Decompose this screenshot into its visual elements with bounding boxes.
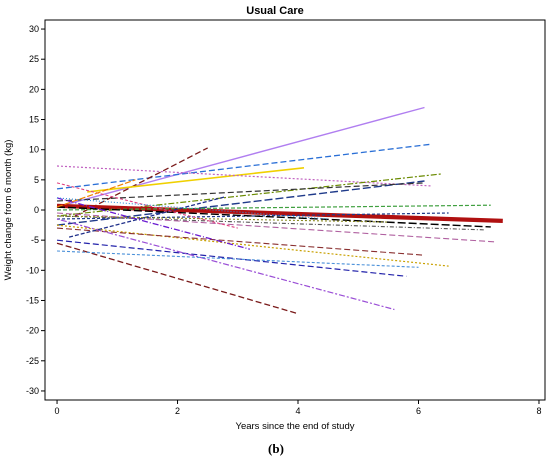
x-tick-label: 8	[536, 406, 541, 416]
series-line-8	[56, 182, 425, 202]
series-line-18	[56, 218, 395, 311]
series-line-25	[56, 215, 389, 223]
figure-caption: (b)	[268, 441, 284, 456]
y-tick-label: 25	[29, 54, 39, 64]
series-line-23	[56, 182, 238, 229]
series-line-4	[87, 167, 305, 193]
x-tick-label: 4	[296, 406, 301, 416]
x-tick-label: 2	[175, 406, 180, 416]
series-layer	[56, 106, 503, 315]
y-tick-label: 30	[29, 24, 39, 34]
series-line-21	[56, 197, 250, 250]
series-line-20	[56, 250, 419, 268]
series-line-26	[56, 197, 329, 220]
series-line-10	[56, 204, 491, 211]
series-line-12	[56, 206, 491, 228]
series-line-1	[56, 106, 425, 208]
series-line-16	[56, 227, 425, 256]
y-tick-label: -25	[26, 356, 39, 366]
y-tick-label: 15	[29, 115, 39, 125]
y-tick-label: -5	[31, 235, 39, 245]
y-axis-ticks: 30 25 20 15 10 5 0 -5 -10 -15 -20 -25 -30	[26, 24, 45, 396]
chart-title: Usual Care	[246, 5, 303, 17]
y-tick-label: 20	[29, 84, 39, 94]
y-tick-label: 0	[34, 205, 39, 215]
y-tick-label: 5	[34, 175, 39, 185]
series-line-19	[56, 242, 299, 315]
y-tick-label: -20	[26, 326, 39, 336]
y-tick-label: -15	[26, 295, 39, 305]
series-line-2	[56, 143, 431, 190]
x-tick-label: 0	[55, 406, 60, 416]
y-tick-label: -30	[26, 386, 39, 396]
x-axis-label: Years since the end of study	[235, 421, 354, 432]
y-axis-label: Weight change from 6 month (kg)	[3, 140, 14, 281]
x-axis-ticks: 0 2 4 6 8	[55, 400, 541, 416]
x-tick-label: 6	[416, 406, 421, 416]
series-line-22	[68, 196, 226, 238]
series-line-3	[74, 147, 208, 217]
series-line-9	[56, 203, 503, 223]
y-tick-label: -10	[26, 265, 39, 275]
series-line-15	[56, 224, 449, 267]
series-line-17	[56, 239, 407, 277]
series-line-24	[56, 179, 136, 208]
series-line-5	[56, 165, 431, 187]
y-tick-label: 10	[29, 145, 39, 155]
